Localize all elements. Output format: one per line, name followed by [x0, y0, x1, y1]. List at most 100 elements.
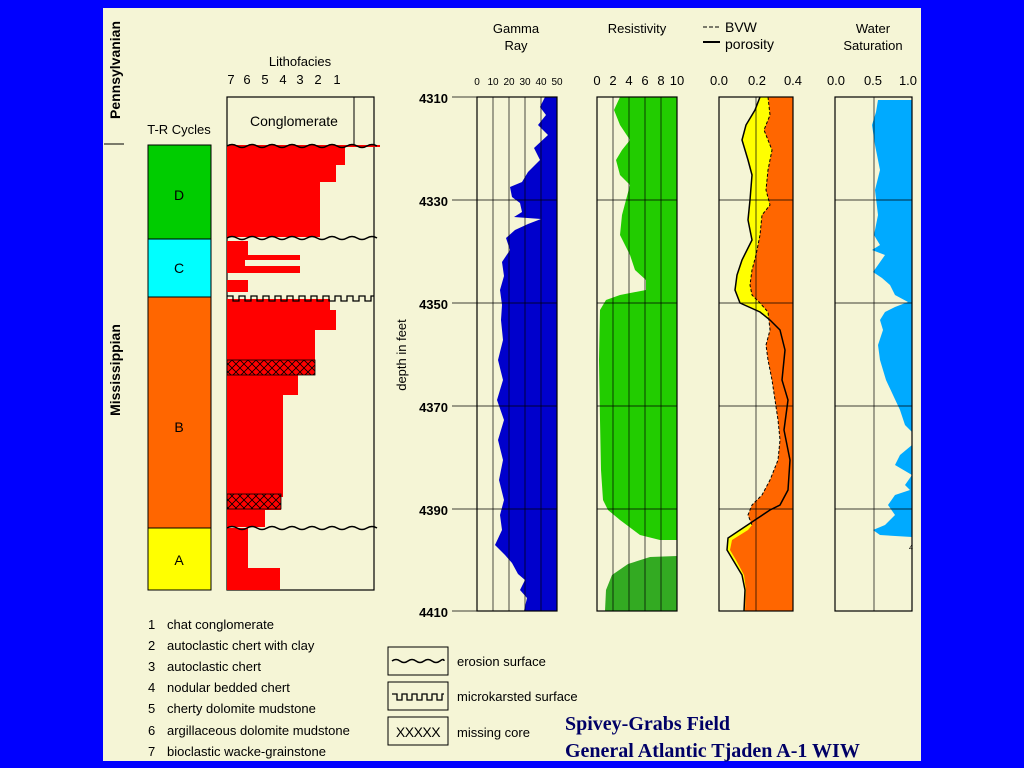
lithofacies-tick: 7	[227, 72, 234, 87]
resistivity-curve-fill	[599, 97, 677, 540]
gamma-tick: 0	[474, 77, 480, 88]
resistivity-title: Resistivity	[608, 21, 667, 36]
gamma-tick: 40	[535, 77, 547, 88]
porosity-legend-label: porosity	[725, 36, 774, 52]
microkarst-symbol	[392, 693, 444, 701]
lithofacies-fill-a	[227, 528, 280, 590]
lithofacies-tick: 1	[333, 72, 340, 87]
missing-legend-label: missing core	[457, 725, 530, 740]
lithofacies-tick: 3	[296, 72, 303, 87]
lithofacies-fill-b	[227, 299, 336, 527]
erosion-symbol-box	[387, 646, 449, 676]
lithofacies-fill-c	[227, 241, 300, 292]
missing-symbol: XXXXX	[396, 724, 441, 740]
depth-axis: 4310 4330 4350 4370 4390 4410	[419, 91, 448, 620]
sw-tick: 0.0	[827, 73, 845, 88]
bvw-fill	[730, 97, 793, 611]
sw-track: 4	[834, 96, 913, 612]
legend-text: cherty dolomite mudstone	[167, 701, 316, 716]
bvw-curve	[747, 96, 781, 526]
erosion-surface-c	[226, 235, 378, 241]
porosity-scale: 0.0 0.2 0.4	[710, 73, 802, 88]
gamma-tick: 10	[487, 77, 499, 88]
gamma-scale: 0 10 20 30 40 50	[474, 77, 563, 88]
legend-text: bioclastic wacke-grainstone	[167, 744, 326, 759]
legend-num: 3	[148, 659, 155, 674]
bvw-legend-label: BVW	[725, 19, 758, 35]
legend-text: autoclastic chert with clay	[167, 638, 315, 653]
lithofacies-scale: 7 6 5 4 3 2 1	[227, 72, 340, 87]
gamma-title-1: Gamma	[493, 21, 540, 36]
symbol-legend: erosion surface microkarsted surface XXX…	[387, 646, 578, 746]
legend-num: 6	[148, 723, 155, 738]
erosion-symbol	[391, 658, 445, 664]
depth-tick-label: 4390	[419, 503, 448, 518]
porosity-tick: 0.0	[710, 73, 728, 88]
resistivity-tick: 0	[593, 73, 600, 88]
legend-text: nodular bedded chert	[167, 680, 290, 695]
tr-cycles-column: D C B A	[147, 144, 212, 591]
porosity-tick: 0.4	[784, 73, 802, 88]
erosion-surface-d	[226, 143, 378, 149]
gamma-title-2: Ray	[504, 38, 528, 53]
resistivity-tick: 2	[609, 73, 616, 88]
missing-symbol-box	[387, 716, 449, 746]
gamma-track	[452, 96, 558, 612]
depth-tick-label: 4370	[419, 400, 448, 415]
resistivity-tick: 4	[625, 73, 632, 88]
cycle-c-label: C	[174, 260, 184, 276]
tr-cycles-header: T-R Cycles	[147, 122, 211, 137]
depth-axis-label: depth in feet	[394, 319, 409, 391]
sw-scale: 0.0 0.5 1.0	[827, 73, 917, 88]
resistivity-tick: 8	[657, 73, 664, 88]
gamma-curve-fill	[495, 97, 557, 611]
porosity-track	[718, 96, 794, 612]
cycle-b-box	[147, 296, 212, 529]
microkarst-surface	[227, 295, 374, 302]
missing-core-upper	[226, 359, 316, 376]
legend-num: 1	[148, 617, 155, 632]
porosity-tick: 0.2	[748, 73, 766, 88]
sw-small-mark: 4	[909, 545, 913, 552]
pennsylvanian-label: Pennsylvanian	[107, 21, 123, 119]
resistivity-frame	[596, 96, 678, 612]
gamma-tick: 30	[519, 77, 531, 88]
lithofacies-tick: 6	[243, 72, 250, 87]
cycle-a-box	[147, 527, 212, 591]
erosion-legend-label: erosion surface	[457, 654, 546, 669]
depth-tick-label: 4310	[419, 91, 448, 106]
legend-num: 2	[148, 638, 155, 653]
resistivity-lower-fill	[605, 556, 677, 611]
microkarst-symbol-box	[387, 681, 449, 711]
cycle-b-label: B	[174, 419, 183, 435]
cycle-d-box	[147, 144, 212, 240]
sw-frame	[834, 96, 913, 612]
legend-text: argillaceous dolomite mudstone	[167, 723, 350, 738]
mississippian-label: Mississippian	[107, 324, 123, 416]
depth-tick-label: 4410	[419, 605, 448, 620]
resistivity-tick: 10	[670, 73, 684, 88]
erosion-surface-a	[226, 525, 378, 531]
gamma-tick: 50	[551, 77, 563, 88]
sw-tick: 1.0	[899, 73, 917, 88]
cycle-d-label: D	[174, 187, 184, 203]
lithofacies-column: Conglomerate	[226, 96, 380, 591]
lithofacies-tick: 2	[314, 72, 321, 87]
legend-num: 7	[148, 744, 155, 759]
cycle-a-label: A	[174, 552, 184, 568]
lithofacies-fill-d	[227, 145, 380, 237]
depth-tick-label: 4350	[419, 297, 448, 312]
lithofacies-header: Lithofacies	[269, 54, 332, 69]
lithofacies-tick: 5	[261, 72, 268, 87]
resistivity-scale: 0 2 4 6 8 10	[593, 73, 684, 88]
lithofacies-legend: 1 chat conglomerate 2 autoclastic chert …	[148, 617, 350, 759]
figure-title-line2: General Atlantic Tjaden A-1 WIW	[565, 740, 860, 762]
legend-num: 5	[148, 701, 155, 716]
sw-tick: 0.5	[864, 73, 882, 88]
lithofacies-tick: 4	[279, 72, 286, 87]
gamma-tick: 20	[503, 77, 515, 88]
missing-core-lower	[226, 493, 282, 510]
resistivity-tick: 6	[641, 73, 648, 88]
resistivity-track	[596, 96, 678, 612]
